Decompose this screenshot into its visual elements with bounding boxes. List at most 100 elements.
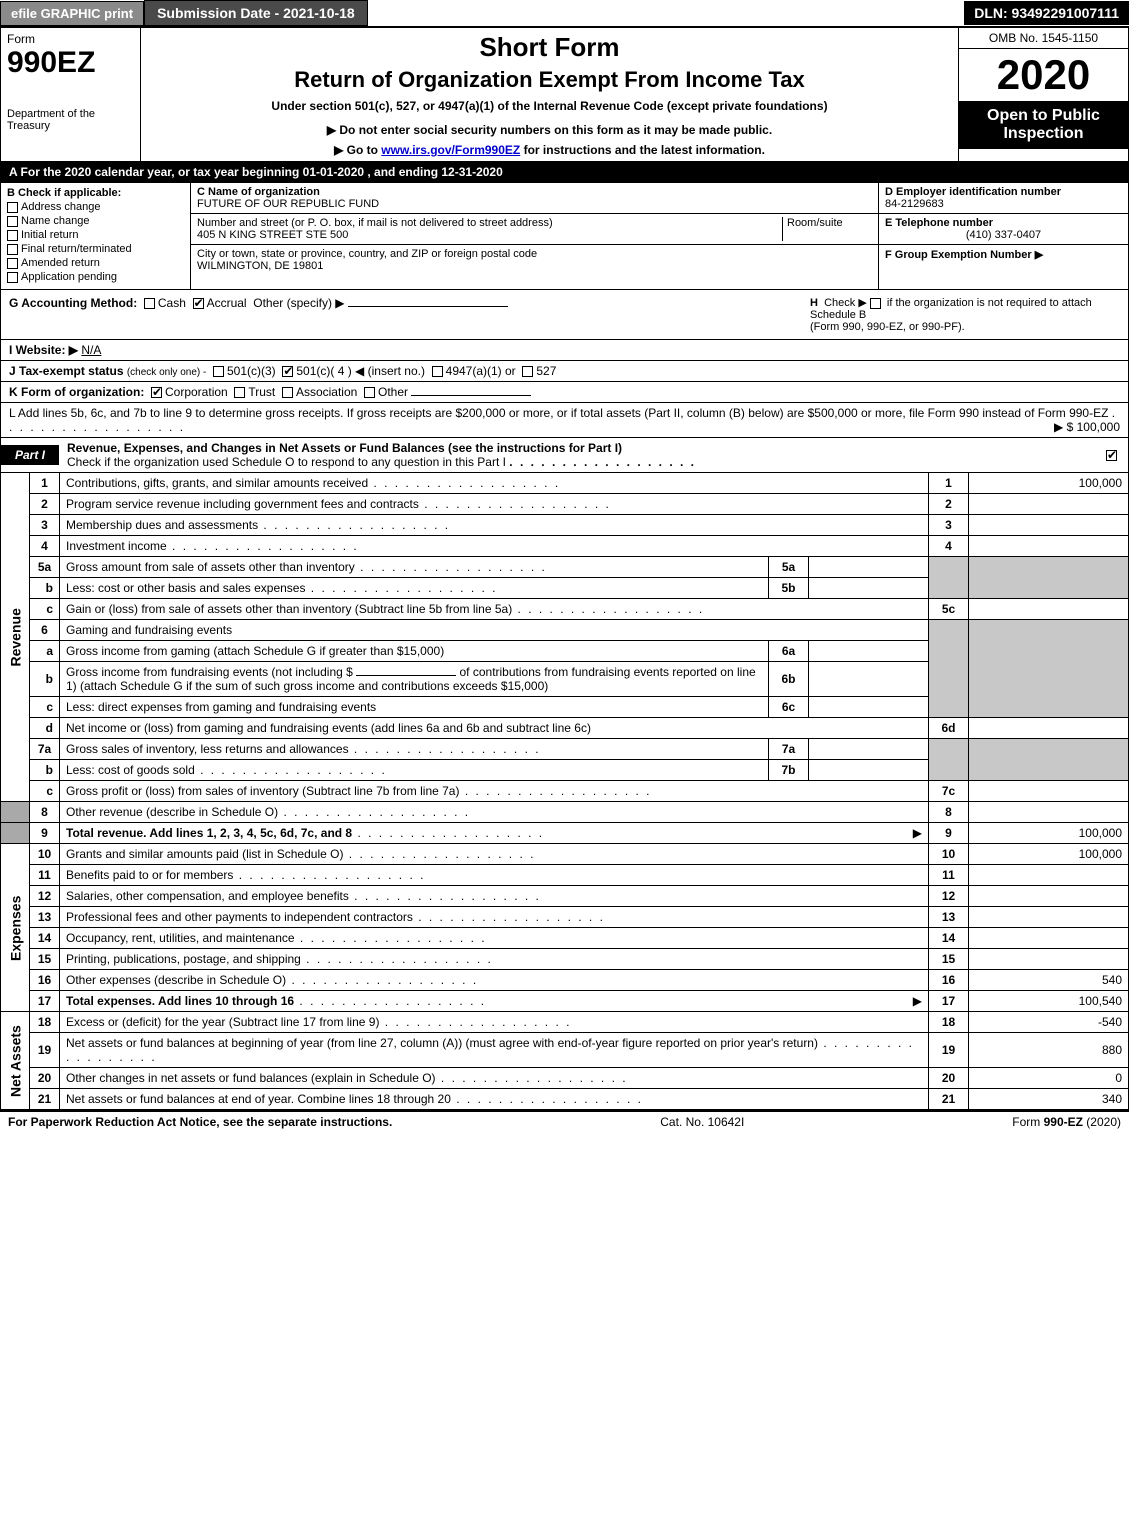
midval-5a bbox=[809, 557, 929, 578]
k-label: K Form of organization: bbox=[9, 385, 144, 399]
ln-3: 3 bbox=[30, 515, 60, 536]
j-527: 527 bbox=[536, 364, 556, 378]
l-text: L Add lines 5b, 6c, and 7b to line 9 to … bbox=[9, 406, 1108, 420]
part1-tag: Part I bbox=[1, 445, 59, 465]
rn-6-grey bbox=[929, 620, 969, 718]
desc-6a: Gross income from gaming (attach Schedul… bbox=[60, 641, 769, 662]
header-center: Short Form Return of Organization Exempt… bbox=[141, 28, 958, 161]
short-form-title: Short Form bbox=[149, 32, 950, 63]
goto-suffix: for instructions and the latest informat… bbox=[524, 143, 765, 157]
chk-amended-return[interactable]: Amended return bbox=[7, 257, 184, 269]
mid-5a: 5a bbox=[769, 557, 809, 578]
rn-10: 10 bbox=[929, 844, 969, 865]
chk-cash[interactable] bbox=[144, 298, 155, 309]
val-5ab-grey bbox=[969, 557, 1129, 599]
d-label: D Employer identification number bbox=[885, 186, 1061, 198]
val-16: 540 bbox=[969, 970, 1129, 991]
rn-21: 21 bbox=[929, 1089, 969, 1110]
main-title: Return of Organization Exempt From Incom… bbox=[149, 67, 950, 93]
val-11 bbox=[969, 865, 1129, 886]
l-amount: ▶ $ 100,000 bbox=[1054, 420, 1120, 434]
chk-final-return[interactable]: Final return/terminated bbox=[7, 243, 184, 255]
chk-schedule-o[interactable] bbox=[1106, 450, 1117, 461]
chk-application-pending[interactable]: Application pending bbox=[7, 271, 184, 283]
chk-accrual[interactable] bbox=[193, 298, 204, 309]
k-assoc: Association bbox=[296, 385, 357, 399]
row-18: Net Assets 18 Excess or (deficit) for th… bbox=[1, 1012, 1129, 1033]
rn-8: 8 bbox=[929, 802, 969, 823]
val-19: 880 bbox=[969, 1033, 1129, 1068]
desc-7a: Gross sales of inventory, less returns a… bbox=[60, 739, 769, 760]
chk-501c3[interactable] bbox=[213, 366, 224, 377]
row-13: 13 Professional fees and other payments … bbox=[1, 907, 1129, 928]
desc-8: Other revenue (describe in Schedule O) bbox=[60, 802, 929, 823]
desc-19: Net assets or fund balances at beginning… bbox=[60, 1033, 929, 1068]
row-3: 3 Membership dues and assessments 3 bbox=[1, 515, 1129, 536]
rn-4: 4 bbox=[929, 536, 969, 557]
row-20: 20 Other changes in net assets or fund b… bbox=[1, 1068, 1129, 1089]
c-label: C Name of organization bbox=[197, 186, 320, 198]
line-h: H Check ▶ if the organization is not req… bbox=[810, 296, 1120, 333]
desc-17: Total expenses. Add lines 10 through 16 bbox=[60, 991, 929, 1012]
desc-12: Salaries, other compensation, and employ… bbox=[60, 886, 929, 907]
row-21: 21 Net assets or fund balances at end of… bbox=[1, 1089, 1129, 1110]
k-trust: Trust bbox=[248, 385, 275, 399]
h-text3: (Form 990, 990-EZ, or 990-PF). bbox=[810, 321, 965, 333]
goto-prefix: ▶ Go to bbox=[334, 143, 381, 157]
side-gap-9 bbox=[1, 823, 30, 844]
chk-address-change[interactable]: Address change bbox=[7, 201, 184, 213]
top-bar: efile GRAPHIC print Submission Date - 20… bbox=[0, 0, 1129, 27]
desc-16: Other expenses (describe in Schedule O) bbox=[60, 970, 929, 991]
row-6d: d Net income or (loss) from gaming and f… bbox=[1, 718, 1129, 739]
ln-10: 10 bbox=[30, 844, 60, 865]
chk-h[interactable] bbox=[870, 298, 881, 309]
city-block: City or town, state or province, country… bbox=[191, 245, 878, 275]
midval-6c bbox=[809, 697, 929, 718]
j-4947: 4947(a)(1) or bbox=[446, 364, 516, 378]
part1-sub: Check if the organization used Schedule … bbox=[67, 455, 506, 469]
ln-7b: b bbox=[30, 760, 60, 781]
chk-corp[interactable] bbox=[151, 387, 162, 398]
footer-mid: Cat. No. 10642I bbox=[392, 1115, 1012, 1129]
ln-7a: 7a bbox=[30, 739, 60, 760]
chk-4947[interactable] bbox=[432, 366, 443, 377]
ln-13: 13 bbox=[30, 907, 60, 928]
chk-other-org[interactable] bbox=[364, 387, 375, 398]
tax-year: 2020 bbox=[959, 49, 1128, 101]
goto-line: ▶ Go to www.irs.gov/Form990EZ for instru… bbox=[149, 143, 950, 157]
col-b: B Check if applicable: Address change Na… bbox=[1, 183, 191, 289]
midval-6b bbox=[809, 662, 929, 697]
ln-6: 6 bbox=[30, 620, 60, 641]
row-4: 4 Investment income 4 bbox=[1, 536, 1129, 557]
phone-value: (410) 337-0407 bbox=[885, 229, 1122, 241]
org-name-block: C Name of organization FUTURE OF OUR REP… bbox=[191, 183, 878, 214]
desc-18: Excess or (deficit) for the year (Subtra… bbox=[60, 1012, 929, 1033]
side-revenue: Revenue bbox=[1, 473, 30, 802]
ln-9: 9 bbox=[30, 823, 60, 844]
chk-assoc[interactable] bbox=[282, 387, 293, 398]
row-2: 2 Program service revenue including gove… bbox=[1, 494, 1129, 515]
line-j: J Tax-exempt status (check only one) - 5… bbox=[0, 361, 1129, 382]
desc-14: Occupancy, rent, utilities, and maintena… bbox=[60, 928, 929, 949]
val-20: 0 bbox=[969, 1068, 1129, 1089]
chk-527[interactable] bbox=[522, 366, 533, 377]
ln-4: 4 bbox=[30, 536, 60, 557]
ln-5a: 5a bbox=[30, 557, 60, 578]
chk-trust[interactable] bbox=[234, 387, 245, 398]
ln-7c: c bbox=[30, 781, 60, 802]
efile-print-button[interactable]: efile GRAPHIC print bbox=[0, 1, 144, 26]
group-exemption-block: F Group Exemption Number ▶ bbox=[879, 245, 1128, 264]
val-17: 100,540 bbox=[969, 991, 1129, 1012]
rn-20: 20 bbox=[929, 1068, 969, 1089]
chk-initial-return[interactable]: Initial return bbox=[7, 229, 184, 241]
rn-3: 3 bbox=[929, 515, 969, 536]
chk-name-change[interactable]: Name change bbox=[7, 215, 184, 227]
rn-12: 12 bbox=[929, 886, 969, 907]
irs-link[interactable]: www.irs.gov/Form990EZ bbox=[381, 143, 520, 157]
chk-501c[interactable] bbox=[282, 366, 293, 377]
val-18: -540 bbox=[969, 1012, 1129, 1033]
line-g: G Accounting Method: Cash Accrual Other … bbox=[9, 296, 810, 333]
form-label: Form bbox=[7, 32, 134, 46]
ln-11: 11 bbox=[30, 865, 60, 886]
desc-2: Program service revenue including govern… bbox=[60, 494, 929, 515]
